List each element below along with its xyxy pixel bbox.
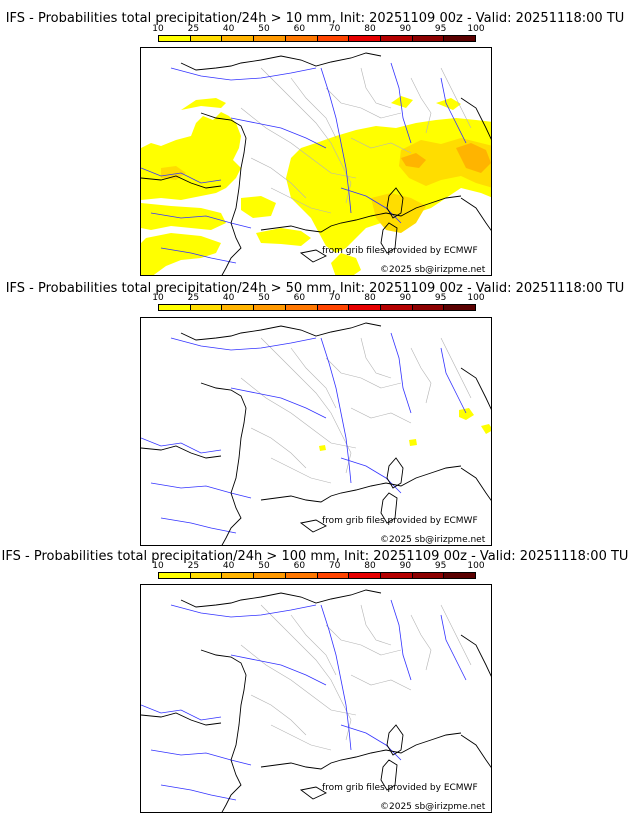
colorbar-tick-label: 40 — [222, 561, 235, 571]
colorbar — [158, 572, 476, 579]
colorbar-swatch — [317, 573, 350, 578]
colorbar-swatch — [190, 305, 223, 310]
colorbar-swatch — [412, 36, 445, 41]
panel-50mm: IFS - Probabilities total precipitation/… — [0, 276, 630, 546]
colorbar-swatch — [190, 573, 223, 578]
colorbar-tick-label: 70 — [328, 561, 341, 571]
colorbar-swatch — [380, 36, 413, 41]
panel-title: IFS - Probabilities total precipitation/… — [5, 11, 625, 26]
colorbar-swatch — [285, 573, 318, 578]
colorbar-swatch — [412, 305, 445, 310]
colorbar — [158, 35, 476, 42]
colorbar-swatch — [159, 573, 191, 578]
colorbar-tick-label: 25 — [187, 561, 200, 571]
map-50mm: from grib files provided by ECMWF ©2025 … — [140, 317, 492, 546]
rivers — [141, 332, 467, 534]
colorbar-tick-label: 90 — [399, 24, 412, 34]
colorbar-tick-label: 25 — [187, 24, 200, 34]
colorbar-swatch — [159, 36, 191, 41]
colorbar-tick-label: 100 — [467, 24, 485, 34]
colorbar-swatch — [222, 305, 255, 310]
coastlines — [141, 52, 491, 275]
credit-copyright: ©2025 sb@irizpme.net — [380, 802, 486, 812]
colorbar-tick-label: 95 — [434, 293, 447, 303]
colorbar — [158, 304, 476, 311]
colorbar-swatch — [254, 36, 286, 41]
colorbar-tick-label: 80 — [364, 561, 376, 571]
colorbar-swatch — [444, 36, 476, 41]
colorbar-tick-label: 60 — [293, 561, 306, 571]
colorbar-swatch — [349, 36, 381, 41]
colorbar-tick-label: 10 — [152, 561, 164, 571]
colorbar-tick-label: 95 — [434, 24, 447, 34]
colorbar-tick-label: 10 — [152, 24, 164, 34]
map-100mm: from grib files provided by ECMWF ©2025 … — [140, 584, 492, 813]
colorbar-tick-label: 40 — [222, 24, 235, 34]
colorbar-tick-label: 50 — [258, 561, 270, 571]
colorbar-tick-label: 40 — [222, 293, 235, 303]
coastlines — [141, 322, 491, 545]
colorbar-tick-label: 60 — [293, 24, 306, 34]
map-10mm: from grib files provided by ECMWF ©2025 … — [140, 47, 492, 276]
colorbar-swatch — [349, 305, 381, 310]
colorbar-swatch — [380, 305, 413, 310]
coastlines — [141, 589, 491, 812]
colorbar-tick-label: 90 — [399, 561, 412, 571]
colorbar-tick-label: 95 — [434, 561, 447, 571]
panel-100mm: IFS - Probabilities total precipitation/… — [0, 546, 630, 828]
colorbar-tick-label: 10 — [152, 293, 164, 303]
colorbar-tick-label: 80 — [364, 293, 376, 303]
colorbar-tick-label: 70 — [328, 293, 341, 303]
colorbar-swatch — [159, 305, 191, 310]
credit-source: from grib files provided by ECMWF — [322, 246, 478, 256]
panel-title: IFS - Probabilities total precipitation/… — [5, 281, 625, 296]
colorbar-swatch — [444, 573, 476, 578]
colorbar-labels: 10 25 40 50 60 70 80 90 95 100 — [152, 293, 484, 303]
colorbar-tick-label: 70 — [328, 24, 341, 34]
credit-source: from grib files provided by ECMWF — [322, 783, 478, 793]
precip-areas — [141, 96, 491, 275]
borders — [240, 67, 472, 214]
credit-copyright: ©2025 sb@irizpme.net — [380, 535, 486, 545]
credit-copyright: ©2025 sb@irizpme.net — [380, 265, 486, 275]
colorbar-tick-label: 100 — [467, 293, 485, 303]
colorbar-swatch — [285, 36, 318, 41]
borders — [240, 604, 472, 751]
colorbar-swatch — [285, 305, 318, 310]
panel-10mm: IFS - Probabilities total precipitation/… — [0, 0, 630, 276]
rivers — [141, 599, 467, 801]
colorbar-labels: 10 25 40 50 60 70 80 90 95 100 — [152, 24, 484, 34]
precip-areas — [319, 408, 491, 451]
colorbar-swatch — [317, 36, 350, 41]
colorbar-swatch — [317, 305, 350, 310]
borders — [240, 337, 472, 484]
colorbar-swatch — [349, 573, 381, 578]
colorbar-swatch — [254, 573, 286, 578]
colorbar-swatch — [222, 36, 255, 41]
colorbar-tick-label: 50 — [258, 293, 270, 303]
colorbar-labels: 10 25 40 50 60 70 80 90 95 100 — [152, 561, 484, 571]
colorbar-swatch — [380, 573, 413, 578]
colorbar-tick-label: 100 — [467, 561, 485, 571]
colorbar-tick-label: 90 — [399, 293, 412, 303]
colorbar-swatch — [254, 305, 286, 310]
colorbar-swatch — [412, 573, 445, 578]
colorbar-tick-label: 25 — [187, 293, 200, 303]
colorbar-swatch — [190, 36, 223, 41]
colorbar-swatch — [222, 573, 255, 578]
rivers — [141, 62, 467, 264]
colorbar-tick-label: 60 — [293, 293, 306, 303]
colorbar-tick-label: 50 — [258, 24, 270, 34]
panel-title: IFS - Probabilities total precipitation/… — [1, 549, 629, 564]
colorbar-swatch — [444, 305, 476, 310]
credit-source: from grib files provided by ECMWF — [322, 516, 478, 526]
colorbar-tick-label: 80 — [364, 24, 376, 34]
